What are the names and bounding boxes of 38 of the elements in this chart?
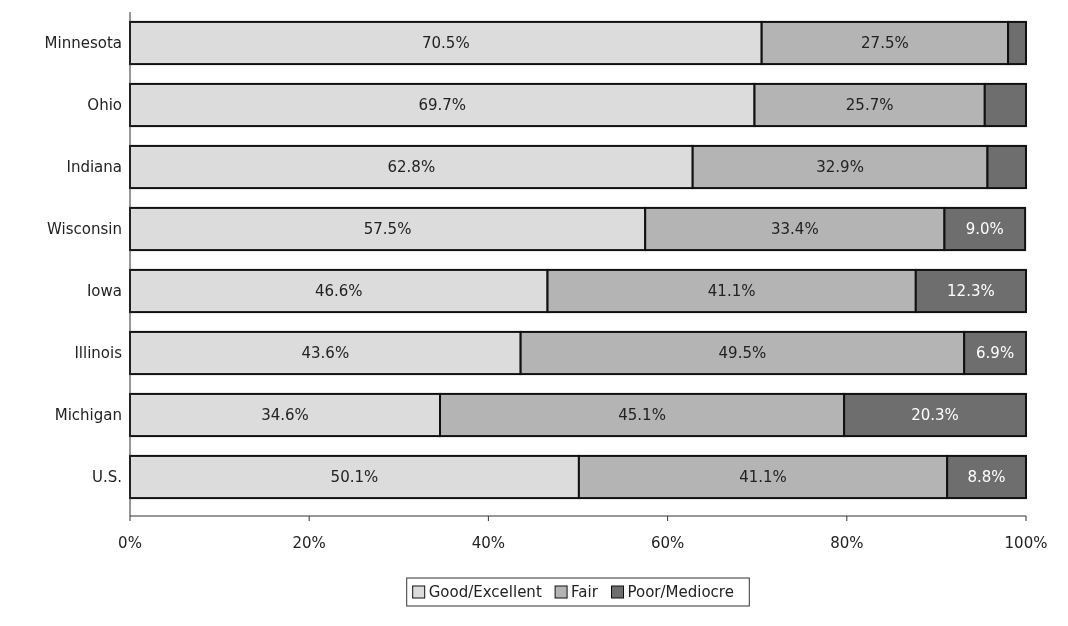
x-tick-label: 0% bbox=[118, 534, 142, 552]
data-label: 6.9% bbox=[976, 344, 1015, 363]
data-label: 57.5% bbox=[363, 220, 412, 239]
data-label: 50.1% bbox=[330, 468, 379, 487]
data-label: 9.0% bbox=[965, 220, 1004, 239]
legend-label: Fair bbox=[571, 583, 599, 602]
y-tick-label: Indiana bbox=[66, 158, 122, 177]
y-tick-label: Ohio bbox=[87, 96, 122, 115]
data-label: 32.9% bbox=[816, 158, 864, 177]
y-tick-label: Michigan bbox=[54, 406, 122, 425]
data-label: 8.8% bbox=[967, 468, 1006, 487]
x-tick-label: 40% bbox=[471, 534, 506, 552]
data-label: 34.6% bbox=[261, 406, 309, 425]
data-label: 33.4% bbox=[771, 220, 819, 239]
data-label: 41.1% bbox=[707, 282, 756, 301]
legend-label: Poor/Mediocre bbox=[627, 583, 734, 602]
data-label: 12.3% bbox=[947, 282, 995, 301]
x-tick-label: 100% bbox=[1004, 534, 1048, 552]
y-tick-label: Wisconsin bbox=[47, 220, 122, 239]
data-label: 20.3% bbox=[911, 406, 959, 425]
data-label: 41.1% bbox=[739, 468, 787, 487]
x-tick-label: 80% bbox=[830, 534, 864, 552]
x-tick-label: 60% bbox=[650, 534, 685, 552]
y-tick-label: U.S. bbox=[91, 468, 122, 487]
x-tick-label: 20% bbox=[292, 534, 326, 552]
data-label: 62.8% bbox=[387, 158, 436, 177]
legend-label: Good/Excellent bbox=[428, 583, 542, 602]
y-tick-label: Minnesota bbox=[44, 34, 122, 53]
data-label: 27.5% bbox=[861, 34, 909, 53]
data-label: 70.5% bbox=[422, 34, 470, 53]
data-label: 69.7% bbox=[418, 96, 467, 115]
data-label: 45.1% bbox=[618, 406, 666, 425]
data-label: 49.5% bbox=[718, 344, 767, 363]
y-tick-label: Iowa bbox=[86, 282, 122, 301]
data-label: 46.6% bbox=[314, 282, 363, 301]
data-label: 25.7% bbox=[845, 96, 894, 115]
y-tick-label: Illinois bbox=[74, 344, 123, 363]
data-label: 43.6% bbox=[301, 344, 350, 363]
